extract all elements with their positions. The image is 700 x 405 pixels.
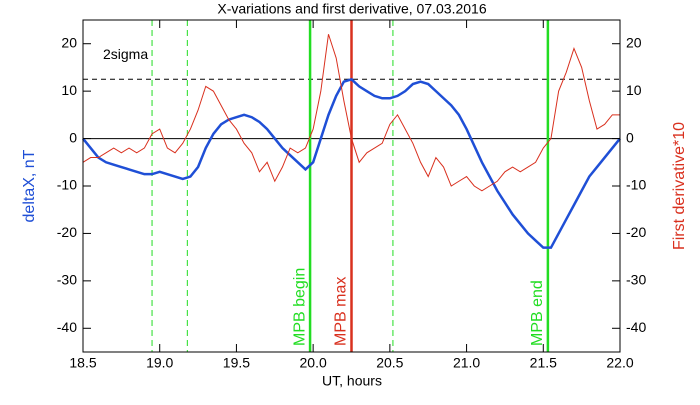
x-axis-label: UT, hours bbox=[322, 373, 382, 389]
y-axis-label: deltaX, nT bbox=[21, 149, 38, 222]
x-tick-label: 19.0 bbox=[146, 355, 173, 371]
y2-tick-label: 20 bbox=[626, 34, 642, 50]
y2-tick-label: -10 bbox=[626, 177, 646, 193]
y-tick-label: -40 bbox=[57, 319, 77, 335]
y-tick-label: 20 bbox=[61, 34, 77, 50]
y-tick-label: -20 bbox=[57, 224, 77, 240]
y2-tick-label: 10 bbox=[626, 82, 642, 98]
y-tick-label: 10 bbox=[61, 82, 77, 98]
y-tick-label: -30 bbox=[57, 272, 77, 288]
y2-tick-label: -20 bbox=[626, 224, 646, 240]
y-tick-label: 0 bbox=[69, 129, 77, 145]
x-tick-label: 21.5 bbox=[530, 355, 557, 371]
x-tick-label: 19.5 bbox=[223, 355, 250, 371]
x-tick-label: 22.0 bbox=[606, 355, 633, 371]
y-tick-label: -10 bbox=[57, 177, 77, 193]
y2-axis-label: First derivative*10 bbox=[671, 122, 688, 250]
y2-tick-label: -30 bbox=[626, 272, 646, 288]
x-tick-label: 18.5 bbox=[69, 355, 96, 371]
y2-tick-label: -40 bbox=[626, 319, 646, 335]
x-tick-label: 20.5 bbox=[376, 355, 403, 371]
x-tick-label: 20.0 bbox=[300, 355, 327, 371]
data-line bbox=[82, 34, 620, 192]
event-label: MPB end bbox=[529, 280, 546, 346]
x-tick-label: 21.0 bbox=[453, 355, 480, 371]
data-line bbox=[82, 77, 621, 249]
reference-label: 2sigma bbox=[103, 46, 148, 62]
chart-title: X-variations and first derivative, 07.03… bbox=[217, 1, 486, 17]
event-label: MPB max bbox=[333, 277, 350, 346]
y2-tick-label: 0 bbox=[626, 129, 634, 145]
event-label: MPB begin bbox=[291, 268, 308, 346]
